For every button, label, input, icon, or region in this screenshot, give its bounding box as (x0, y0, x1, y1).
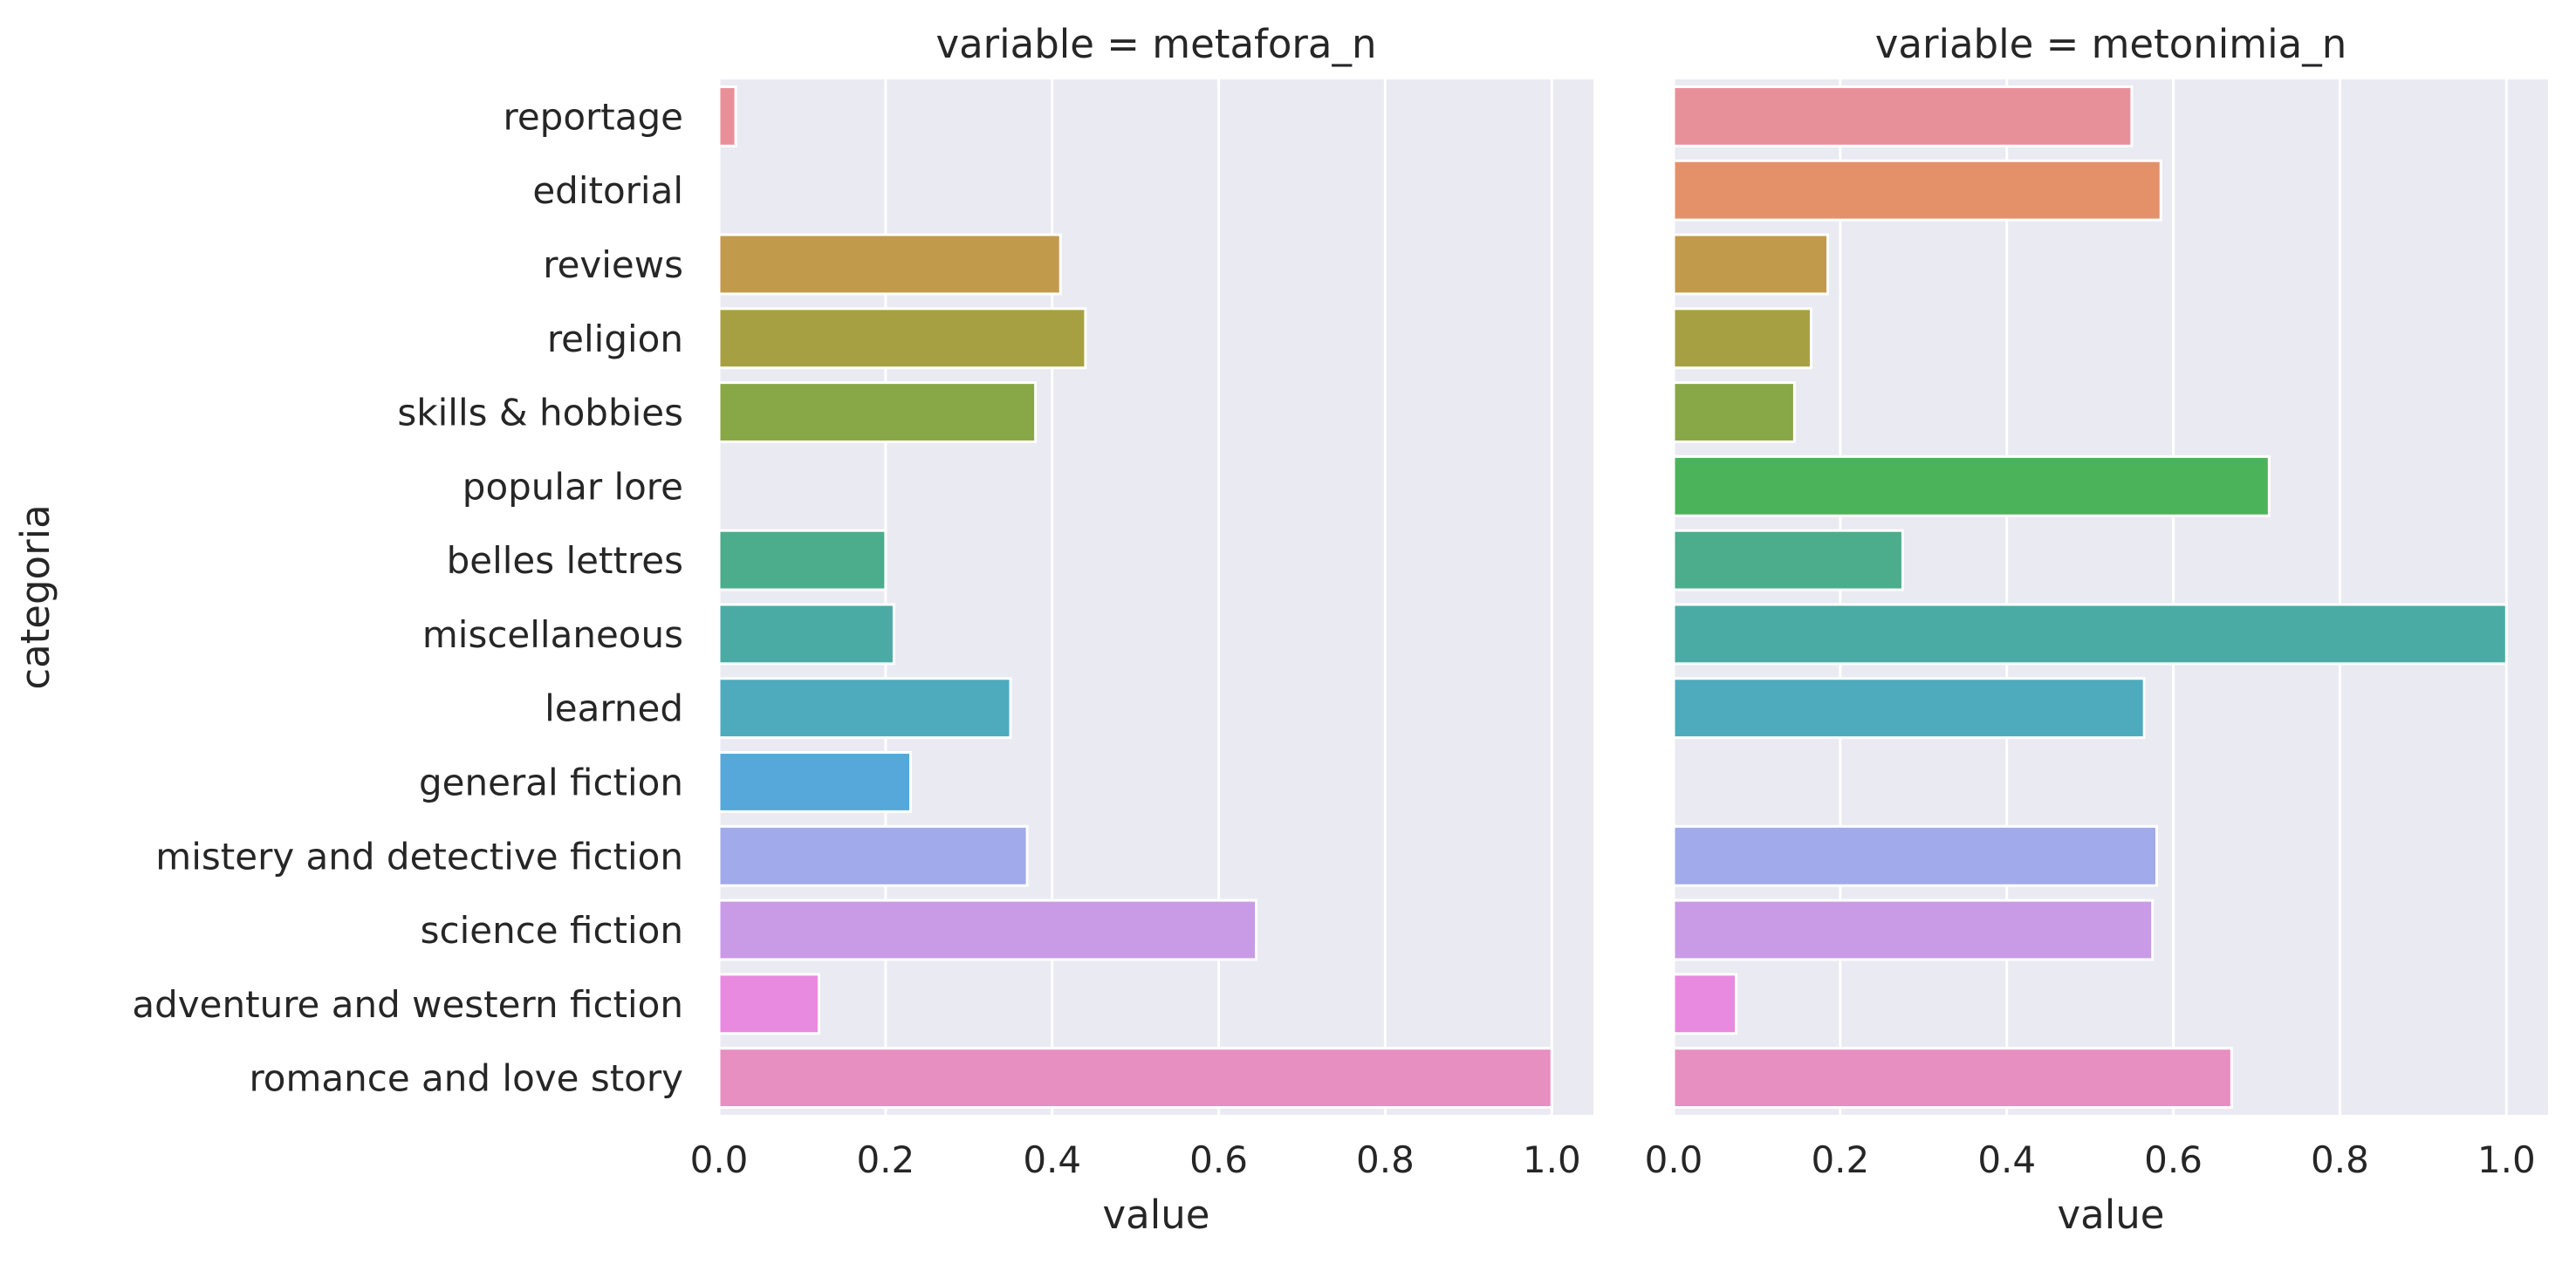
bar (1672, 603, 2508, 666)
x-tick-label: 0.8 (2311, 1138, 2369, 1181)
y-tick-label: romance and love story (249, 1057, 683, 1100)
bar (1672, 1047, 2233, 1110)
panel-title: variable = metafora_n (935, 21, 1376, 67)
y-tick-label: religion (547, 318, 683, 360)
x-tick-label: 0.2 (856, 1138, 915, 1181)
y-tick-label: belles lettres (447, 539, 683, 582)
bar (1672, 824, 2158, 887)
bar (717, 381, 1038, 443)
x-tick-label: 0.6 (1189, 1138, 1248, 1181)
bar (717, 529, 887, 591)
y-tick-label: science fiction (421, 909, 683, 952)
bar (1672, 307, 1812, 370)
x-tick-label: 1.0 (2477, 1138, 2536, 1181)
bar (717, 751, 912, 813)
x-tick-label: 0.4 (1023, 1138, 1081, 1181)
bar (717, 307, 1087, 370)
bar (1672, 381, 1796, 443)
bar (1672, 973, 1738, 1035)
y-tick-label: popular lore (462, 465, 683, 508)
bar (1672, 159, 2162, 222)
bar (717, 1047, 1553, 1110)
y-tick-label: general fiction (419, 761, 683, 803)
y-tick-label: adventure and western fiction (132, 983, 683, 1026)
y-tick-label: miscellaneous (422, 613, 683, 656)
bar (717, 233, 1062, 296)
panel-title: variable = metonimia_n (1875, 21, 2347, 67)
x-axis-label: value (2058, 1192, 2165, 1238)
bar (1672, 233, 1830, 296)
x-tick-label: 1.0 (1523, 1138, 1581, 1181)
bar (717, 677, 1012, 740)
x-tick-label: 0.0 (1645, 1138, 1703, 1181)
bar (717, 824, 1029, 887)
x-axis-label: value (1103, 1192, 1210, 1238)
bar (1672, 454, 2271, 517)
bar (1672, 85, 2134, 147)
x-tick-label: 0.8 (1356, 1138, 1415, 1181)
bar (1672, 899, 2155, 961)
y-tick-label: reportage (503, 95, 683, 138)
x-tick-label: 0.0 (690, 1138, 749, 1181)
bar (717, 973, 821, 1035)
bar (717, 603, 895, 666)
y-tick-label: editorial (532, 169, 683, 212)
y-tick-label: skills & hobbies (397, 392, 683, 434)
bar (717, 85, 737, 147)
x-tick-label: 0.4 (1977, 1138, 2036, 1181)
y-tick-label: mistery and detective fiction (155, 835, 683, 878)
x-tick-label: 0.2 (1811, 1138, 1869, 1181)
x-tick-label: 0.6 (2144, 1138, 2203, 1181)
y-axis-label: categoria (12, 504, 58, 689)
y-tick-label: reviews (543, 243, 683, 286)
bar (717, 899, 1258, 961)
bar (1672, 677, 2146, 740)
bar (1672, 529, 1904, 591)
y-tick-label: learned (545, 687, 683, 730)
